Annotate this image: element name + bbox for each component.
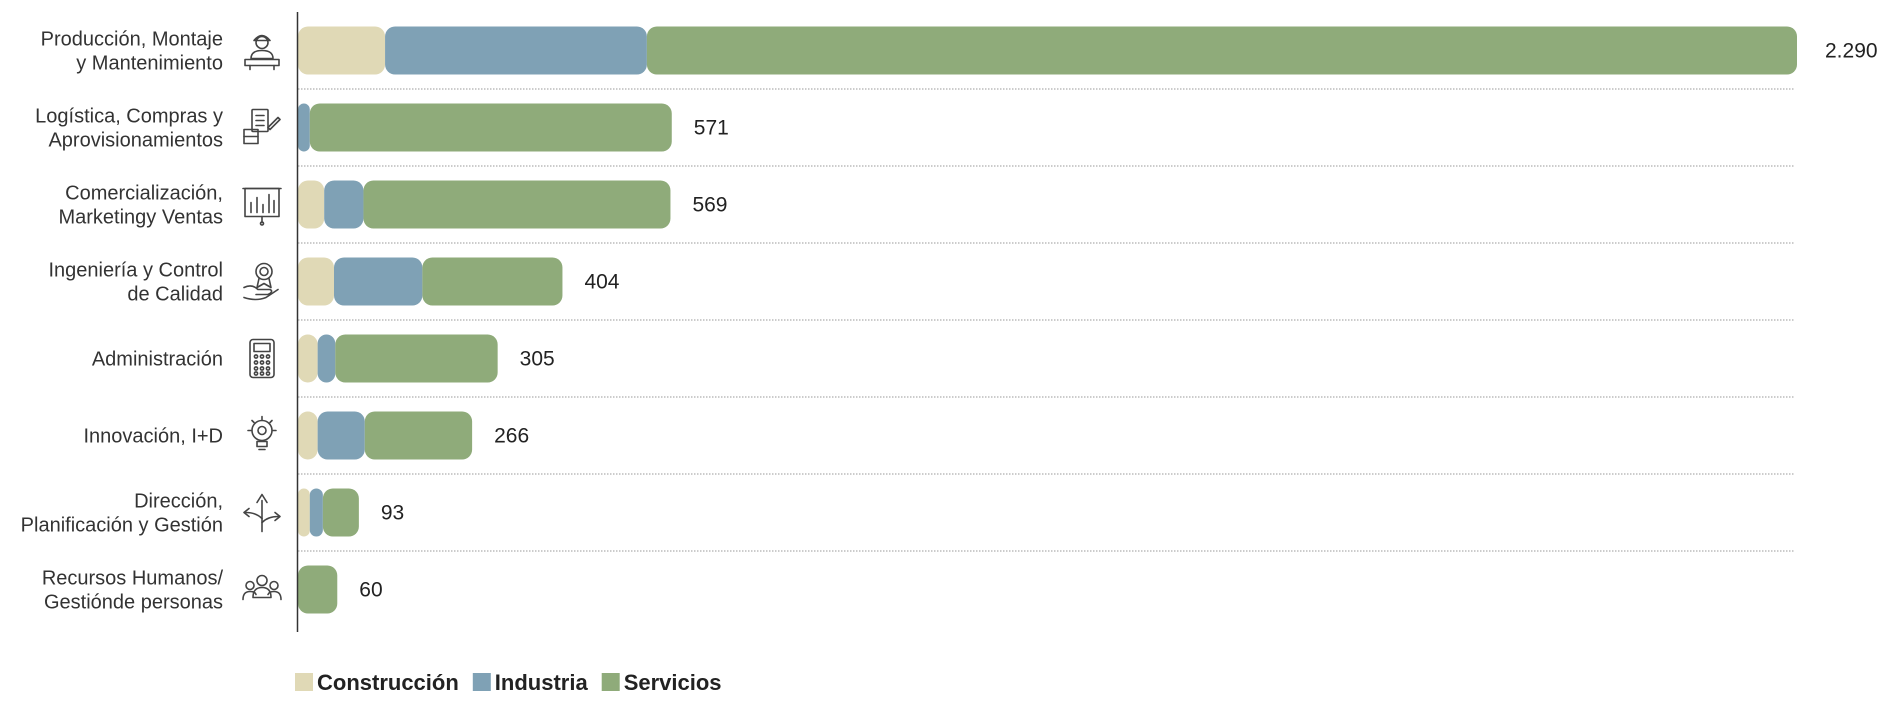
legend-swatch-industria: [472, 673, 491, 691]
logistics-icon: [243, 108, 281, 145]
bar-segment-industria: [298, 103, 310, 152]
bar-value-label: 305: [520, 348, 555, 371]
bar-segment-servicios: [335, 334, 498, 383]
quality-award-icon: [243, 262, 279, 301]
bar-segment-servicios: [364, 411, 473, 460]
bar-value-label: 60: [359, 579, 382, 602]
bar-segment-construcción: [298, 180, 325, 229]
category-label: Producción, Montaje y Mantenimiento: [41, 29, 223, 75]
bar-value-label: 93: [381, 502, 404, 525]
category-label: Dirección, Planificación y Gestión: [21, 491, 223, 537]
bar-segment-construcción: [298, 334, 318, 383]
legend-swatch-construcción: [295, 673, 313, 691]
category-label: Recursos Humanos/Gestiónde personas: [42, 568, 224, 614]
legend-label-construcción: Construcción: [317, 670, 459, 695]
category-label: Innovación, I+D: [83, 426, 223, 448]
bar-segment-construcción: [298, 257, 335, 306]
bar-segment-servicios: [422, 257, 563, 306]
presentation-chart-icon: [242, 187, 282, 226]
bar-value-label: 571: [694, 117, 729, 140]
bar-segment-industria: [309, 488, 323, 537]
bar-value-label: 266: [494, 425, 529, 448]
bar-value-label: 404: [584, 271, 619, 294]
bar-segment-servicios: [363, 180, 671, 229]
category-label: Administración: [92, 349, 223, 371]
legend-label-industria: Industria: [495, 670, 589, 695]
bar-segment-industria: [334, 257, 423, 306]
category-label: Logística, Compras y Aprovisionamientos: [35, 106, 223, 152]
direction-arrows-icon: [243, 493, 281, 533]
bar-segment-industria: [324, 180, 364, 229]
bar-segment-industria: [317, 411, 365, 460]
bar-segment-servicios: [298, 565, 338, 614]
legend-swatch-servicios: [601, 673, 620, 691]
bar-segment-servicios: [646, 26, 1798, 75]
bar-segment-construcción: [298, 26, 386, 75]
calculator-icon: [249, 338, 275, 379]
worker-icon: [244, 34, 280, 71]
category-label: Comercialización, Marketingy Ventas: [58, 183, 223, 229]
bar-segment-servicios: [309, 103, 672, 152]
innovation-bulb-icon: [247, 415, 277, 451]
category-label: Ingeniería y Control de Calidad: [48, 260, 223, 306]
bar-segment-industria: [317, 334, 336, 383]
bar-segment-industria: [385, 26, 647, 75]
people-group-icon: [242, 574, 282, 601]
bar-segment-construcción: [298, 411, 318, 460]
bar-segment-construcción: [298, 488, 310, 537]
bar-value-label: 569: [692, 194, 727, 217]
legend-label-servicios: Servicios: [624, 670, 722, 695]
bar-segment-servicios: [322, 488, 359, 537]
bar-value-label: 2.290: [1825, 40, 1878, 63]
